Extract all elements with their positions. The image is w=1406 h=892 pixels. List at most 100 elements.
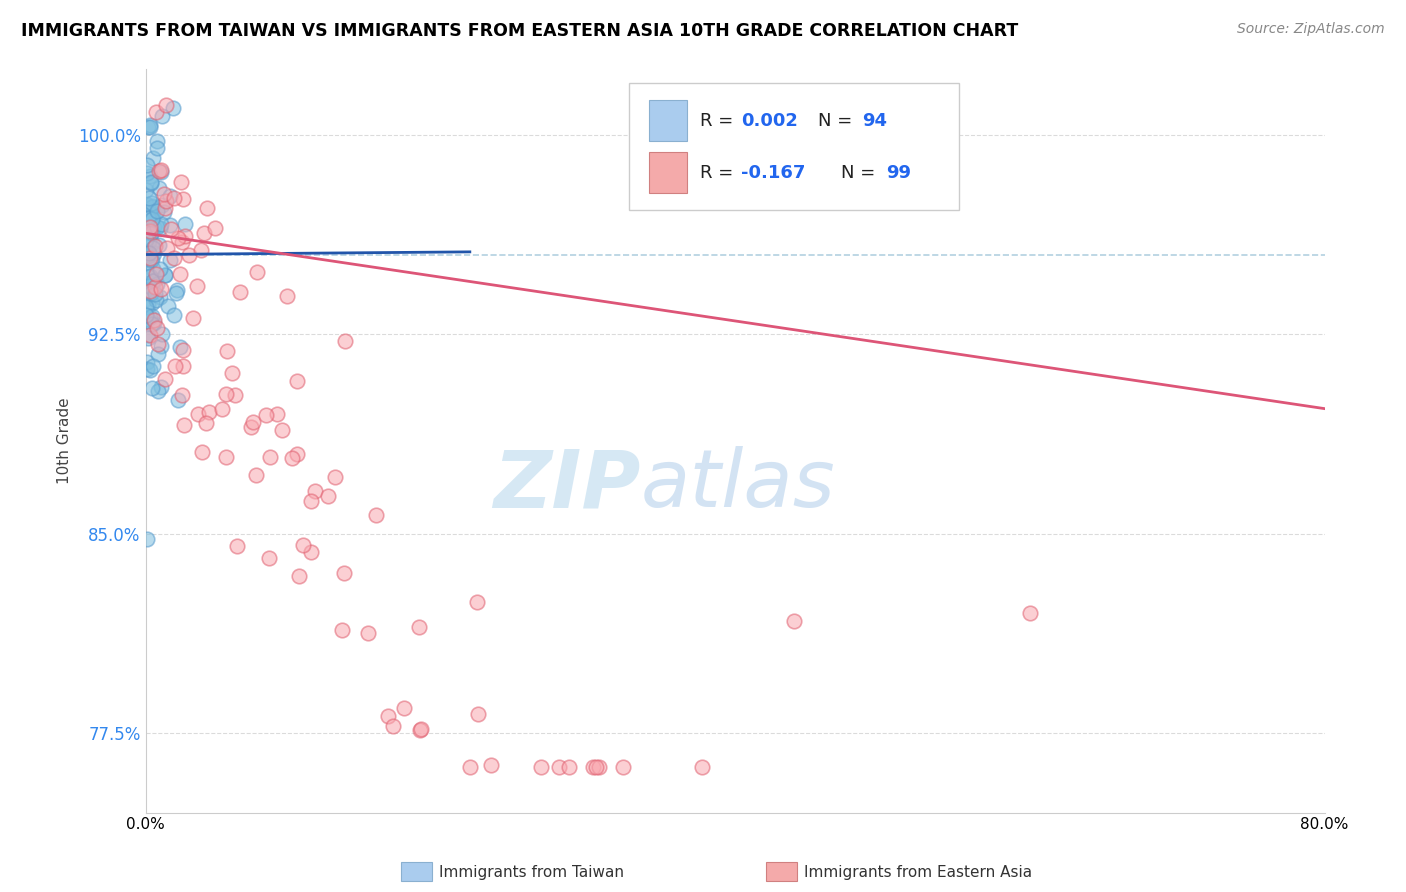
Point — [204, 221, 226, 235]
Point — [266, 408, 288, 422]
Point — [148, 163, 170, 178]
Point — [138, 234, 160, 248]
Point — [547, 760, 569, 774]
Point — [257, 551, 280, 566]
Point — [156, 241, 179, 255]
Point — [141, 176, 163, 190]
Point — [270, 424, 292, 438]
Point — [240, 420, 263, 434]
Point — [139, 120, 162, 134]
Point — [160, 222, 183, 236]
Point — [411, 722, 433, 736]
Point — [159, 219, 181, 233]
Point — [181, 310, 204, 325]
Point — [292, 538, 315, 552]
Point — [145, 293, 167, 308]
Point — [149, 217, 172, 231]
Point — [143, 239, 166, 253]
Point — [229, 285, 252, 299]
Point — [142, 241, 165, 255]
Point — [409, 723, 432, 738]
Point — [381, 719, 404, 733]
Text: 94: 94 — [862, 112, 887, 129]
Point — [135, 309, 157, 323]
Point — [150, 165, 173, 179]
Point — [138, 269, 160, 284]
Point — [333, 334, 356, 349]
Point — [146, 141, 169, 155]
Point — [149, 281, 172, 295]
Point — [281, 450, 304, 465]
Point — [285, 374, 308, 388]
Point — [157, 299, 180, 313]
Point — [186, 278, 208, 293]
Point — [136, 166, 159, 180]
Point — [190, 243, 212, 257]
Text: IMMIGRANTS FROM TAIWAN VS IMMIGRANTS FROM EASTERN ASIA 10TH GRADE CORRELATION CH: IMMIGRANTS FROM TAIWAN VS IMMIGRANTS FRO… — [21, 22, 1018, 40]
Point — [136, 355, 159, 369]
Point — [191, 445, 214, 459]
Point — [173, 418, 195, 433]
Text: 99: 99 — [886, 164, 911, 182]
Point — [141, 227, 163, 241]
Text: Immigrants from Taiwan: Immigrants from Taiwan — [439, 865, 624, 880]
Point — [166, 392, 188, 407]
Point — [135, 197, 157, 211]
Point — [153, 268, 176, 282]
FancyBboxPatch shape — [650, 152, 686, 193]
Point — [135, 327, 157, 342]
Text: Immigrants from Eastern Asia: Immigrants from Eastern Asia — [804, 865, 1032, 880]
Point — [585, 760, 607, 774]
Point — [150, 380, 173, 394]
Point — [139, 175, 162, 189]
Point — [142, 151, 165, 165]
Text: 0.002: 0.002 — [741, 112, 797, 129]
Point — [148, 237, 170, 252]
Point — [259, 450, 281, 465]
Point — [174, 217, 197, 231]
Point — [142, 312, 165, 326]
Point — [276, 289, 298, 303]
Point — [172, 343, 194, 357]
Point — [142, 262, 165, 277]
Point — [323, 469, 346, 483]
Point — [153, 205, 176, 219]
Point — [139, 253, 162, 268]
Point — [139, 251, 162, 265]
Point — [377, 709, 399, 723]
Point — [169, 340, 191, 354]
Point — [408, 619, 430, 633]
Point — [143, 245, 166, 260]
Point — [357, 625, 380, 640]
Point — [316, 489, 339, 503]
Point — [299, 544, 322, 558]
Point — [479, 758, 502, 772]
Point — [215, 343, 238, 358]
Point — [138, 363, 160, 377]
Point — [135, 292, 157, 306]
Point — [285, 447, 308, 461]
Point — [170, 175, 193, 189]
Point — [139, 268, 162, 283]
Point — [215, 450, 238, 465]
Text: N =: N = — [841, 164, 882, 182]
Point — [162, 102, 184, 116]
Point — [465, 595, 488, 609]
Point — [148, 384, 170, 398]
Point — [165, 359, 187, 374]
Point — [136, 362, 159, 376]
Point — [167, 230, 190, 244]
Point — [143, 287, 166, 301]
Point — [246, 265, 269, 279]
Point — [142, 316, 165, 330]
Point — [149, 339, 172, 353]
Point — [138, 191, 160, 205]
Point — [529, 760, 551, 774]
Point — [146, 321, 169, 335]
Point — [150, 109, 173, 123]
Point — [141, 235, 163, 250]
Point — [135, 261, 157, 276]
Point — [139, 310, 162, 325]
Point — [187, 407, 209, 421]
Point — [145, 268, 167, 282]
